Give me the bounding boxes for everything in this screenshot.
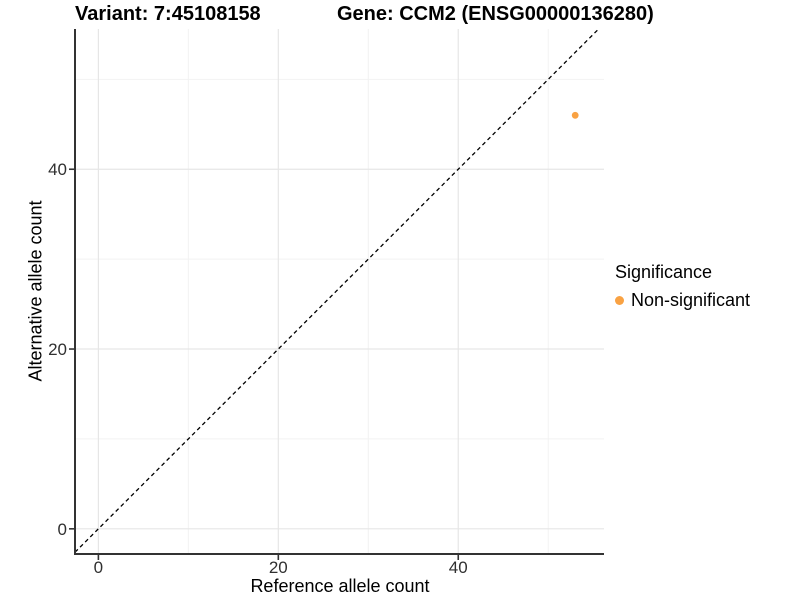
x-axis-tick-label: 40 xyxy=(448,558,468,577)
data-point xyxy=(571,111,579,119)
legend: Significance Non-significant xyxy=(615,262,750,311)
legend-point-icon xyxy=(615,296,624,305)
legend-item: Non-significant xyxy=(615,290,750,311)
x-axis-title: Reference allele count xyxy=(250,576,430,596)
y-axis-tick-label: 40 xyxy=(48,160,67,180)
identity-dashed-line xyxy=(74,28,600,553)
legend-item-label: Non-significant xyxy=(631,290,751,310)
plot-title-variant: Variant: 7:45108158 xyxy=(75,3,261,25)
legend-title: Significance xyxy=(615,262,713,282)
x-axis-tick-label: 0 xyxy=(93,558,104,577)
x-axis-tick-label: 20 xyxy=(268,558,288,577)
y-axis-tick-label: 0 xyxy=(57,519,67,539)
plot-title-gene: Gene: CCM2 (ENSG00000136280) xyxy=(337,3,654,25)
y-axis-tick-label: 20 xyxy=(48,340,67,360)
